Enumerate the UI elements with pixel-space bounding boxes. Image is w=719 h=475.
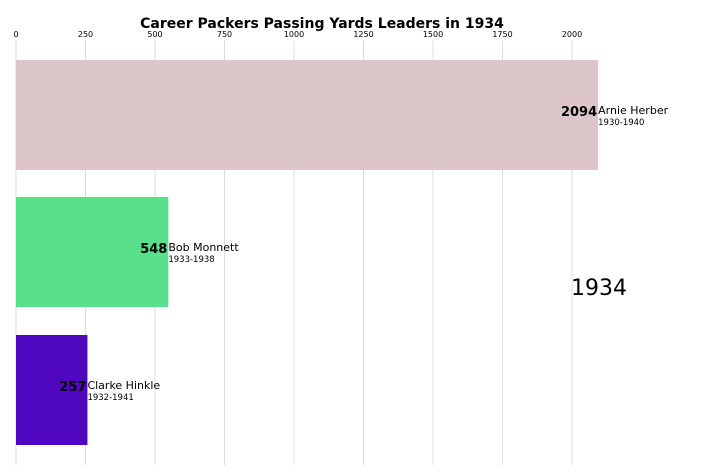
bar-years-label: 1932-1941 bbox=[87, 393, 133, 403]
bar-years-label: 1933-1938 bbox=[168, 255, 214, 265]
x-tick-label: 250 bbox=[78, 30, 93, 39]
x-axis-ticks: 0 250 500 750 1000 1250 1500 1750 2000 bbox=[13, 30, 582, 39]
x-tick-label: 2000 bbox=[562, 30, 582, 39]
x-tick-label: 1250 bbox=[353, 30, 373, 39]
chart-title: Career Packers Passing Yards Leaders in … bbox=[140, 16, 504, 32]
bar bbox=[16, 335, 88, 445]
bar bbox=[16, 197, 169, 307]
x-tick-label: 500 bbox=[147, 30, 162, 39]
x-tick-label: 0 bbox=[13, 30, 18, 39]
bars bbox=[16, 60, 599, 445]
bar-value-label: 548 bbox=[140, 242, 167, 257]
year-label: 1934 bbox=[571, 276, 627, 301]
bar-years-label: 1930-1940 bbox=[598, 118, 644, 128]
bar-name-label: Clarke Hinkle bbox=[87, 379, 160, 392]
bar-value-label: 257 bbox=[59, 380, 86, 395]
bar-name-label: Arnie Herber bbox=[598, 104, 668, 117]
x-tick-label: 1750 bbox=[492, 30, 512, 39]
x-tick-label: 1500 bbox=[423, 30, 443, 39]
bar bbox=[16, 60, 599, 170]
x-tick-label: 1000 bbox=[284, 30, 304, 39]
bar-name-label: Bob Monnett bbox=[168, 241, 239, 254]
bar-value-label: 2094 bbox=[561, 105, 597, 120]
x-tick-label: 750 bbox=[217, 30, 232, 39]
